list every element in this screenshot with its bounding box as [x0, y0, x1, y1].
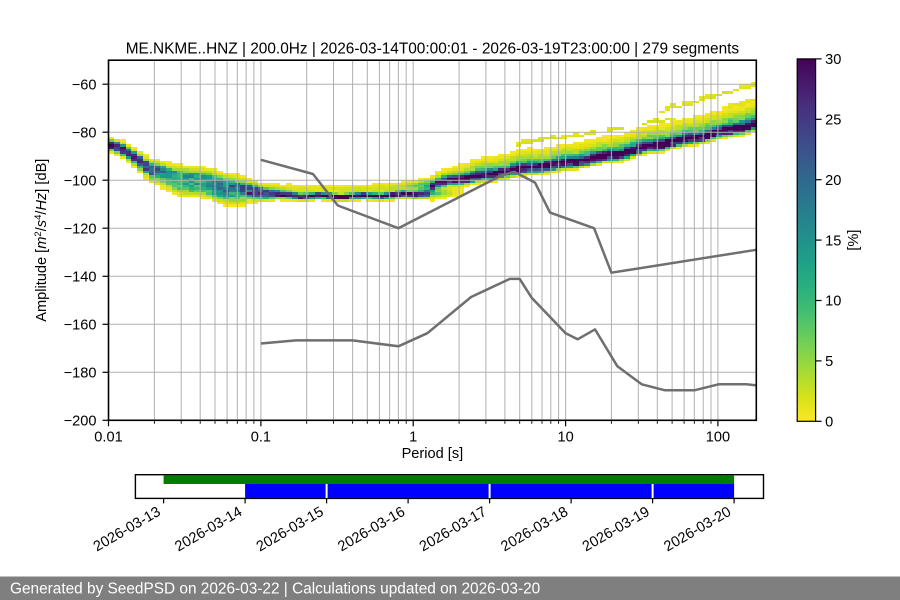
svg-text:−80: −80: [72, 125, 97, 141]
svg-text:0.1: 0.1: [251, 430, 271, 446]
svg-text:1: 1: [409, 430, 417, 446]
svg-text:−160: −160: [64, 318, 97, 334]
svg-text:Generated by SeedPSD on 2026-0: Generated by SeedPSD on 2026-03-22 | Cal…: [10, 581, 540, 598]
svg-text:−60: −60: [72, 77, 97, 93]
svg-text:−120: −120: [64, 221, 97, 237]
svg-text:10: 10: [825, 294, 841, 310]
svg-text:30: 30: [825, 52, 841, 68]
svg-text:−180: −180: [64, 366, 97, 382]
svg-text:Period [s]: Period [s]: [402, 446, 464, 462]
svg-text:−100: −100: [64, 173, 97, 189]
svg-text:−140: −140: [64, 270, 97, 286]
svg-text:100: 100: [706, 430, 730, 446]
svg-text:15: 15: [825, 233, 841, 249]
svg-text:Amplitude [m2/s4/Hz] [dB]: Amplitude [m2/s4/Hz] [dB]: [33, 159, 50, 322]
svg-text:10: 10: [557, 430, 573, 446]
svg-text:20: 20: [825, 173, 841, 189]
svg-text:25: 25: [825, 113, 841, 129]
svg-text:−200: −200: [64, 414, 97, 430]
svg-text:0.01: 0.01: [94, 430, 122, 446]
svg-text:0: 0: [825, 415, 833, 431]
svg-text:ME.NKME..HNZ | 200.0Hz | 2026-: ME.NKME..HNZ | 200.0Hz | 2026-03-14T00:0…: [126, 41, 740, 58]
svg-text:5: 5: [825, 354, 833, 370]
svg-text:[%]: [%]: [846, 230, 862, 251]
